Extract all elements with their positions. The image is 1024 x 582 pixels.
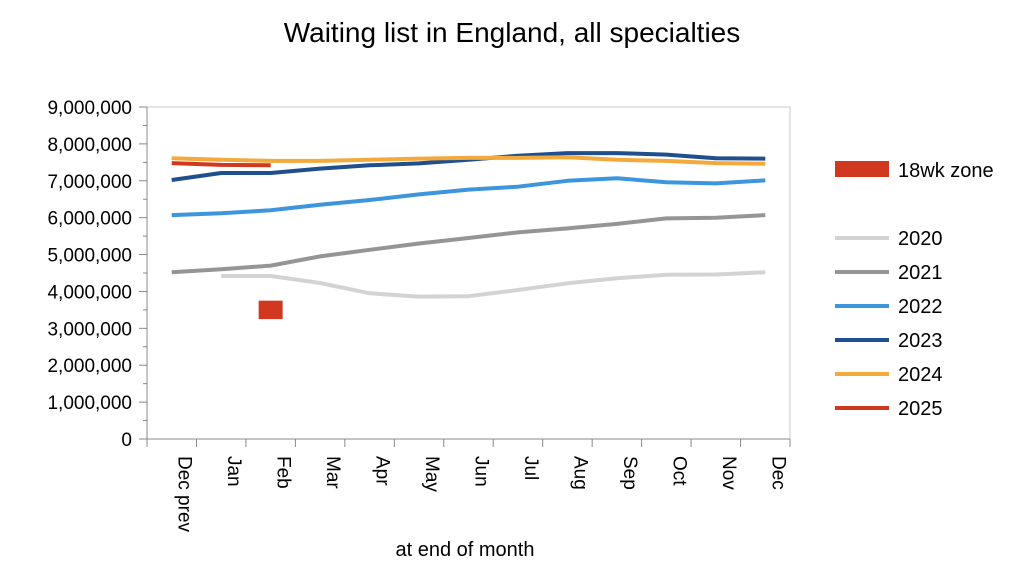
x-tick-label: Jun bbox=[471, 456, 492, 487]
legend-label-2020: 2020 bbox=[898, 228, 943, 250]
legend: 18wk zone 2020 2021 2022 2023 2024 2025 bbox=[835, 160, 994, 420]
legend-label-2021: 2021 bbox=[898, 262, 943, 284]
y-tick-label: 0 bbox=[121, 430, 132, 451]
x-tick-label: Jan bbox=[223, 456, 244, 487]
y-tick-label: 5,000,000 bbox=[47, 246, 132, 267]
legend-label-2023: 2023 bbox=[898, 330, 943, 352]
legend-label-2025: 2025 bbox=[898, 398, 943, 420]
series-line-2024 bbox=[171, 155, 766, 166]
legend-swatch-18wk-zone bbox=[835, 161, 889, 177]
x-tick-label: Mar bbox=[322, 456, 343, 489]
y-tick-label: 7,000,000 bbox=[47, 172, 132, 193]
zone-layer bbox=[258, 300, 283, 320]
y-tick-label: 9,000,000 bbox=[47, 98, 132, 119]
x-axis-title: at end of month bbox=[396, 539, 535, 561]
zone-marker-18wk bbox=[258, 300, 283, 320]
x-tick-label: Nov bbox=[718, 456, 739, 490]
x-axis: Dec prev Jan Feb Mar Apr May Jun Jul Aug Sep Oct No… bbox=[146, 438, 791, 533]
x-tick-label: Oct bbox=[668, 456, 689, 486]
x-tick-label: Dec bbox=[767, 456, 788, 490]
x-tick-label: Apr bbox=[372, 456, 393, 486]
legend-label-2022: 2022 bbox=[898, 296, 943, 318]
y-tick-label: 4,000,000 bbox=[47, 282, 132, 303]
series-line-2022 bbox=[171, 176, 766, 218]
x-tick-label: May bbox=[421, 456, 442, 492]
y-tick-label: 1,000,000 bbox=[47, 393, 132, 414]
y-tick-label: 8,000,000 bbox=[47, 135, 132, 156]
x-tick-label: Feb bbox=[273, 456, 294, 489]
y-tick-label: 3,000,000 bbox=[47, 319, 132, 340]
x-tick-label: Sep bbox=[619, 456, 640, 490]
x-tick-label: Dec prev bbox=[174, 456, 195, 533]
series-line-2021 bbox=[171, 213, 766, 275]
series-line-2025 bbox=[171, 161, 271, 168]
y-axis: 0 1,000,000 2,000,000 3,000,000 4,000,000 5,0… bbox=[47, 98, 148, 451]
x-tick-label: Aug bbox=[569, 456, 590, 490]
legend-label-18wk-zone: 18wk zone bbox=[898, 160, 994, 182]
y-tick-label: 6,000,000 bbox=[47, 209, 132, 230]
legend-label-2024: 2024 bbox=[898, 364, 943, 386]
series-line-2020 bbox=[221, 270, 766, 299]
series-layer bbox=[171, 151, 766, 299]
y-tick-label: 2,000,000 bbox=[47, 356, 132, 377]
x-tick-label: Jul bbox=[520, 456, 541, 480]
chart-title: Waiting list in England, all specialties bbox=[284, 17, 741, 48]
